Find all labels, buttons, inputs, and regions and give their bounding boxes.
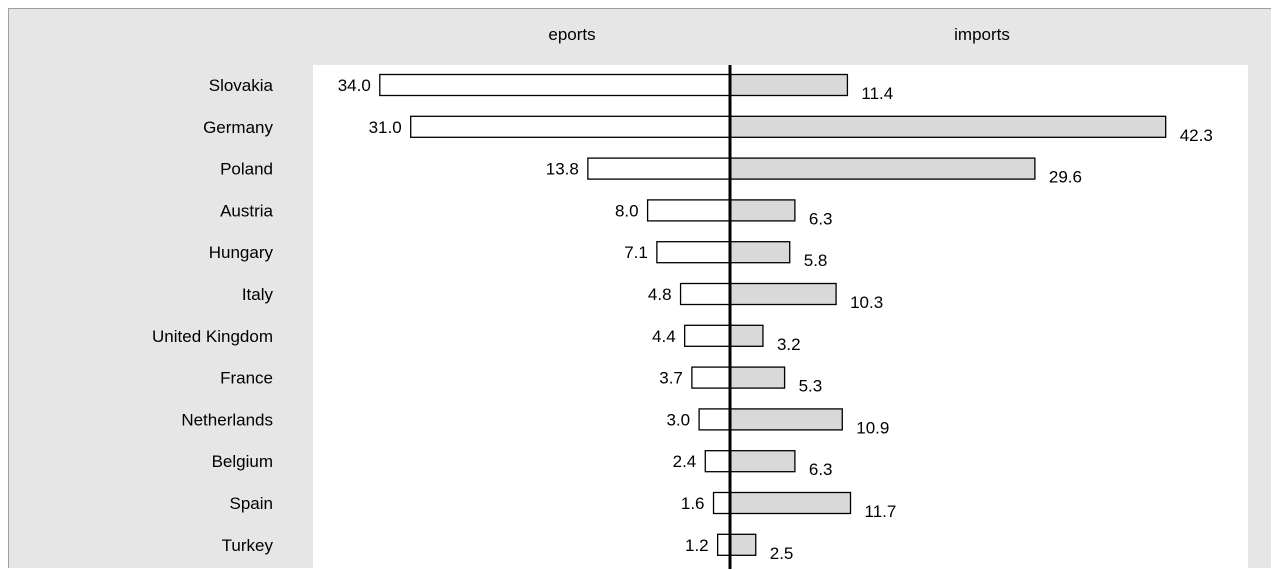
- value-label-exports-austria: 8.0: [615, 201, 639, 220]
- value-label-imports-spain: 11.7: [865, 502, 897, 521]
- value-label-imports-united-kingdom: 3.2: [777, 335, 801, 354]
- value-label-imports-italy: 10.3: [850, 293, 883, 312]
- value-label-exports-united-kingdom: 4.4: [652, 327, 676, 346]
- bar-exports-poland: [587, 157, 731, 180]
- value-label-imports-netherlands: 10.9: [856, 418, 889, 437]
- category-label-turkey: Turkey: [222, 536, 274, 555]
- labels-layer: Slovakia 34.0 11.4 Germany 31.0 42.3 Poland 13.…: [152, 76, 1213, 563]
- plot-area: [313, 65, 1248, 569]
- bar-imports-austria: [729, 199, 796, 222]
- category-label-poland: Poland: [220, 160, 273, 179]
- category-label-united-kingdom: United Kingdom: [152, 327, 273, 346]
- value-label-exports-germany: 31.0: [369, 118, 402, 137]
- bar-imports-germany: [729, 115, 1167, 138]
- bar-imports-hungary: [729, 241, 791, 264]
- value-label-imports-germany: 42.3: [1180, 126, 1213, 145]
- bar-exports-united-kingdom: [684, 324, 731, 347]
- value-label-exports-italy: 4.8: [648, 285, 672, 304]
- value-label-exports-hungary: 7.1: [624, 243, 648, 262]
- value-label-imports-austria: 6.3: [809, 209, 833, 228]
- value-label-exports-turkey: 1.2: [685, 536, 709, 555]
- bars-layer: [379, 73, 1167, 556]
- bar-imports-united-kingdom: [729, 324, 764, 347]
- bar-exports-france: [691, 366, 731, 389]
- bar-exports-austria: [646, 199, 731, 222]
- bar-exports-slovakia: [379, 73, 731, 97]
- category-label-hungary: Hungary: [209, 243, 274, 262]
- bar-imports-spain: [729, 491, 852, 515]
- value-label-imports-turkey: 2.5: [770, 544, 794, 563]
- value-label-exports-poland: 13.8: [546, 160, 579, 179]
- value-label-exports-france: 3.7: [659, 369, 683, 388]
- value-label-exports-spain: 1.6: [681, 494, 705, 513]
- category-label-germany: Germany: [203, 118, 273, 137]
- bar-exports-spain: [712, 491, 731, 515]
- bar-imports-slovakia: [729, 73, 849, 97]
- category-label-belgium: Belgium: [212, 452, 273, 471]
- bar-exports-hungary: [656, 241, 731, 264]
- value-label-imports-slovakia: 11.4: [861, 84, 893, 103]
- chart-frame: eports imports Slovakia 34.0 11.4 Germany 31…: [8, 8, 1271, 569]
- value-label-imports-belgium: 6.3: [809, 460, 833, 479]
- category-label-austria: Austria: [220, 201, 273, 220]
- value-label-imports-poland: 29.6: [1049, 168, 1082, 187]
- bar-imports-turkey: [729, 533, 757, 556]
- value-label-imports-france: 5.3: [799, 377, 823, 396]
- bar-imports-italy: [729, 282, 837, 306]
- category-label-spain: Spain: [230, 494, 273, 513]
- bar-imports-belgium: [729, 450, 796, 473]
- chart-canvas: eports imports Slovakia 34.0 11.4 Germany 31…: [152, 25, 1248, 569]
- value-label-exports-belgium: 2.4: [673, 452, 697, 471]
- value-label-imports-hungary: 5.8: [804, 251, 828, 270]
- value-label-exports-slovakia: 34.0: [338, 76, 371, 95]
- bar-exports-italy: [679, 282, 731, 306]
- category-label-italy: Italy: [242, 285, 274, 304]
- series-label-imports: imports: [954, 25, 1010, 44]
- bar-exports-belgium: [704, 450, 731, 473]
- bar-imports-poland: [729, 157, 1036, 180]
- category-label-slovakia: Slovakia: [209, 76, 274, 95]
- bar-imports-netherlands: [729, 408, 843, 431]
- category-label-france: France: [220, 369, 273, 388]
- value-label-exports-netherlands: 3.0: [666, 410, 690, 429]
- series-label-exports: eports: [548, 25, 595, 44]
- bar-exports-netherlands: [698, 408, 731, 431]
- bar-exports-turkey: [716, 533, 731, 556]
- category-label-netherlands: Netherlands: [181, 410, 273, 429]
- bar-imports-france: [729, 366, 786, 389]
- bar-exports-germany: [410, 115, 731, 138]
